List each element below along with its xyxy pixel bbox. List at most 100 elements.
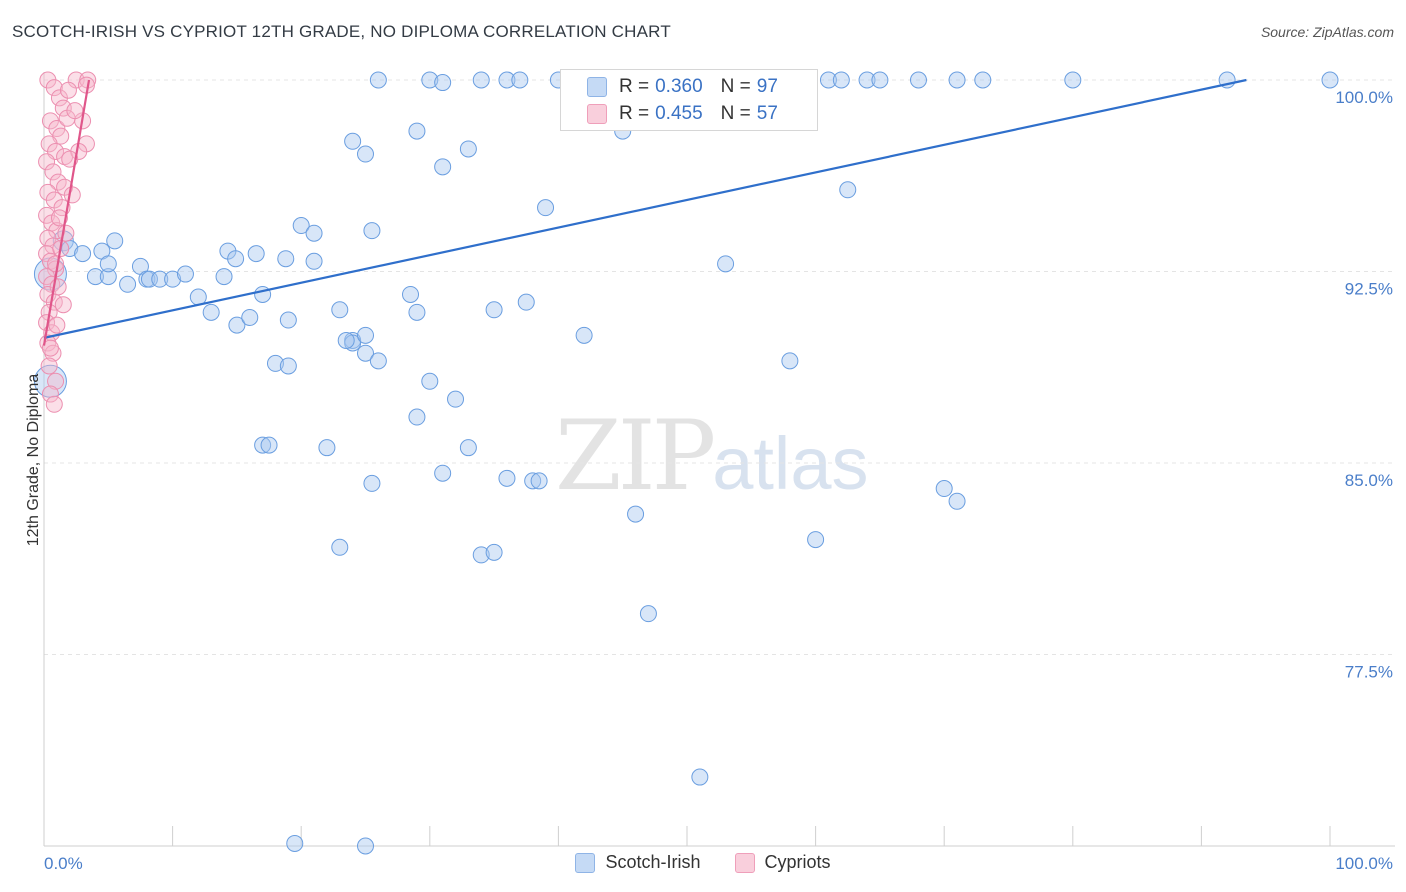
data-point: [54, 296, 72, 314]
data-point: [421, 71, 439, 89]
data-point: [781, 352, 799, 370]
data-point: [228, 316, 246, 334]
data-point: [530, 472, 548, 490]
data-point: [402, 285, 420, 303]
data-point: [639, 605, 657, 623]
data-point: [357, 145, 374, 163]
data-point: [45, 395, 63, 413]
data-point: [344, 132, 362, 150]
data-points: [33, 71, 1339, 855]
data-point: [627, 505, 645, 523]
data-point: [277, 250, 295, 268]
data-point: [44, 344, 62, 362]
legend-swatch-scotch-irish: [575, 852, 596, 873]
data-point: [839, 181, 857, 199]
data-point: [575, 326, 593, 344]
data-point: [472, 71, 490, 89]
legend-item-scotch-irish[interactable]: Scotch-Irish: [575, 852, 701, 873]
data-point: [47, 372, 65, 390]
data-point: [99, 268, 117, 286]
data-point: [61, 150, 79, 168]
watermark: ZIPatlas: [555, 400, 869, 512]
data-point: [106, 232, 124, 250]
data-point: [537, 199, 555, 217]
data-point: [459, 439, 477, 457]
data-point: [151, 270, 169, 288]
data-point: [140, 270, 158, 288]
data-point: [357, 344, 374, 362]
data-point: [363, 474, 381, 492]
data-point: [472, 546, 490, 564]
data-point: [1321, 71, 1339, 89]
legend-swatch-scotch-irish: [587, 77, 607, 97]
data-point: [215, 268, 233, 286]
legend-swatch-cypriots: [587, 104, 607, 124]
data-point: [498, 71, 516, 89]
data-point: [517, 293, 535, 311]
data-point: [408, 122, 426, 140]
data-point: [909, 71, 927, 89]
data-point: [691, 768, 709, 786]
data-point: [318, 439, 336, 457]
series-scotch-irish: [33, 71, 1339, 855]
data-point: [176, 265, 194, 283]
data-point: [331, 301, 349, 319]
data-point: [47, 255, 65, 273]
legend-swatch-cypriots: [734, 852, 755, 873]
data-point: [86, 268, 104, 286]
y-tick-label: 85.0%: [1345, 471, 1393, 490]
data-point: [935, 480, 953, 498]
chart-title: SCOTCH-IRISH VS CYPRIOT 12TH GRADE, NO D…: [12, 22, 671, 41]
legend-n-label: N =: [720, 76, 751, 97]
data-point: [286, 834, 304, 852]
data-point: [254, 436, 272, 454]
data-point: [498, 469, 516, 487]
data-point: [858, 71, 876, 89]
y-tick-label: 77.5%: [1345, 663, 1393, 682]
grid-lines: [44, 79, 1395, 655]
series-cypriots: [38, 71, 97, 413]
data-point: [305, 224, 323, 242]
data-point: [38, 153, 56, 171]
data-point: [59, 81, 77, 99]
data-point: [305, 252, 323, 270]
data-point: [227, 250, 245, 268]
data-point: [363, 222, 381, 240]
legend-item-cypriots[interactable]: Cypriots: [734, 852, 831, 873]
data-point: [357, 326, 374, 344]
data-point: [63, 186, 81, 204]
series-legend: Scotch-Irish Cypriots: [0, 852, 1406, 873]
legend-label-scotch-irish: Scotch-Irish: [605, 852, 701, 872]
data-point: [41, 385, 59, 403]
legend-r-value: 0.360: [655, 76, 703, 97]
data-point: [524, 472, 542, 490]
data-point: [459, 140, 477, 158]
data-point: [202, 303, 220, 321]
data-point: [48, 120, 66, 138]
data-point: [279, 311, 297, 329]
legend-n-value: 57: [756, 103, 778, 124]
data-point: [434, 158, 452, 176]
data-point: [48, 316, 66, 334]
data-point: [247, 245, 265, 263]
legend-label-cypriots: Cypriots: [764, 852, 831, 872]
data-point: [832, 71, 850, 89]
data-point: [948, 71, 966, 89]
y-axis-label: 12th Grade, No Diploma: [25, 374, 42, 547]
legend-r-label: R =: [619, 103, 650, 124]
data-point: [369, 71, 387, 89]
data-point: [1064, 71, 1082, 89]
legend-n-value: 97: [756, 76, 778, 97]
data-point: [819, 71, 837, 89]
y-tick-label: 92.5%: [1345, 280, 1393, 299]
data-point: [408, 408, 426, 426]
data-point: [99, 255, 117, 273]
y-tick-label: 100.0%: [1335, 88, 1393, 107]
axes: [43, 72, 1395, 847]
data-point: [511, 71, 529, 89]
trend-line: [42, 79, 91, 346]
data-point: [434, 464, 452, 482]
trend-line: [43, 78, 1247, 339]
data-point: [57, 224, 75, 242]
data-point: [260, 436, 278, 454]
